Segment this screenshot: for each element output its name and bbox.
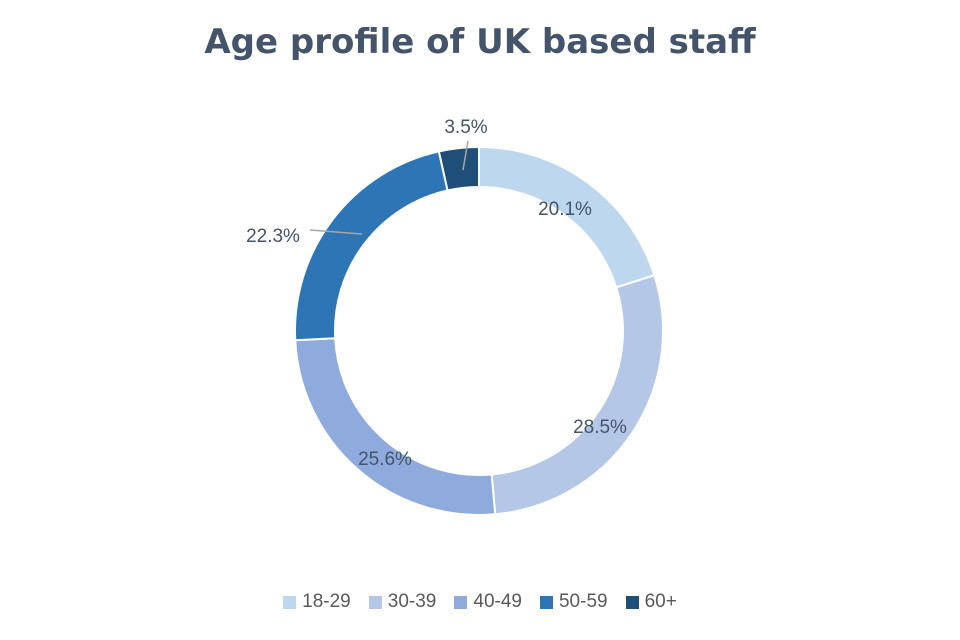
legend-label: 18-29 <box>302 591 351 612</box>
data-label-60plus: 3.5% <box>444 117 487 138</box>
data-label-18-29: 20.1% <box>538 199 592 220</box>
donut-slices <box>294 145 664 516</box>
legend-item-60plus: 60+ <box>625 591 677 613</box>
chart-title: Age profile of UK based staff <box>204 22 756 62</box>
slice-60plus <box>437 145 480 192</box>
legend-swatch <box>454 595 468 609</box>
legend-swatch <box>368 595 382 609</box>
data-label-30-39: 28.5% <box>573 417 627 438</box>
legend-label: 30-39 <box>387 591 437 612</box>
legend-swatch <box>283 595 297 609</box>
legend-item-50-59: 50-59 <box>539 591 608 613</box>
legend-swatch <box>625 595 639 609</box>
legend-item-30-39: 30-39 <box>368 591 437 613</box>
data-labels: 20.1% 28.5% 25.6% 22.3% 3.5% <box>246 117 627 470</box>
slice-50-59 <box>294 150 449 342</box>
leader-line-60plus <box>462 140 469 171</box>
legend-swatch <box>539 595 553 609</box>
leader-line-50-59 <box>309 229 363 235</box>
legend-label: 40-49 <box>473 591 522 612</box>
slice-30-39 <box>490 273 664 516</box>
legend-label: 60+ <box>644 591 677 612</box>
legend-item-40-49: 40-49 <box>454 591 522 613</box>
data-label-50-59: 22.3% <box>246 226 300 247</box>
legend: 18-29 30-39 40-49 50-59 60+ <box>0 591 960 613</box>
slice-40-49 <box>294 337 497 516</box>
data-label-40-49: 25.6% <box>358 449 412 470</box>
legend-item-18-29: 18-29 <box>283 591 351 613</box>
legend-label: 50-59 <box>558 591 608 612</box>
leader-lines <box>309 140 469 235</box>
